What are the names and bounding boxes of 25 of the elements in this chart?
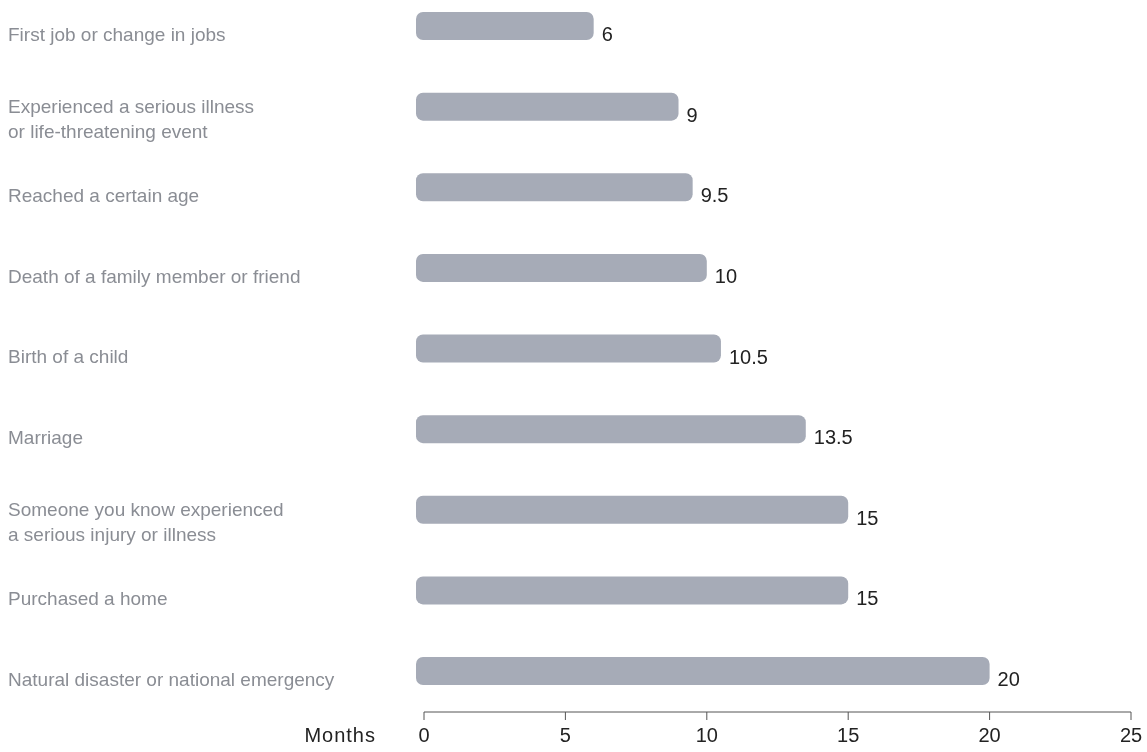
data-label: 20 xyxy=(997,668,1020,690)
y-tick-label: Experienced a serious illness or life-threatening event xyxy=(8,96,255,142)
y-tick-label: Birth of a child xyxy=(8,346,129,368)
y-tick-label: Reached a certain age xyxy=(8,184,200,206)
x-tick-label: 10 xyxy=(695,724,718,746)
data-label: 13.5 xyxy=(813,426,853,449)
data-label: 10 xyxy=(714,264,738,287)
y-tick-label: Death of a family member or friend xyxy=(8,265,301,287)
x-tick-label: 15 xyxy=(837,724,860,746)
y-tick-label: Someone you know experienced a serious injury or illness xyxy=(8,499,284,546)
y-tick-label: Natural disaster or national emergency xyxy=(8,668,335,690)
x-tick-label: 20 xyxy=(978,724,1001,746)
y-tick-label: Marriage xyxy=(8,426,83,448)
x-axis-title: Months xyxy=(304,724,376,746)
x-tick-label: 25 xyxy=(1119,724,1143,746)
y-tick-label: Purchased a home xyxy=(8,588,168,610)
x-tick-label: 0 xyxy=(418,724,430,746)
data-label: 6 xyxy=(601,23,613,45)
data-label: 15 xyxy=(856,587,879,610)
data-label: 10.5 xyxy=(728,345,768,368)
data-label: 9.5 xyxy=(700,184,729,207)
data-label: 9 xyxy=(686,103,698,126)
y-tick-label: First job or change in jobs xyxy=(8,23,226,45)
data-label: 15 xyxy=(856,506,879,529)
x-tick-label: 5 xyxy=(559,724,571,746)
